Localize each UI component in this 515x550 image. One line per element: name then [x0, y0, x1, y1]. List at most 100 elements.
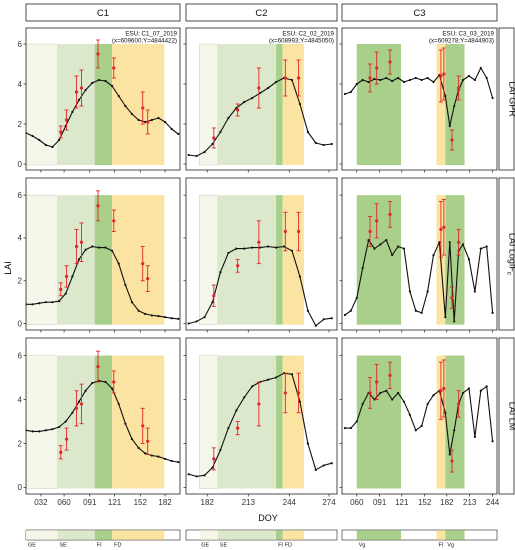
curve-point	[170, 127, 173, 131]
curve-point	[150, 118, 153, 122]
curve-point	[77, 98, 81, 102]
curve-point	[391, 253, 394, 257]
phase-band-se	[217, 195, 277, 325]
phase-band-fi	[94, 195, 113, 325]
curve-point	[64, 292, 67, 295]
x-tick-label: 091	[373, 498, 387, 507]
curve-point	[203, 150, 206, 154]
curve-point	[124, 283, 127, 287]
curve-point	[163, 316, 167, 319]
curve-point	[64, 420, 67, 423]
curve-point	[396, 76, 400, 80]
curve-point	[267, 245, 270, 248]
phase-legend-c2: GE SE FI FD	[185, 529, 338, 549]
curve-point	[343, 426, 347, 430]
phase-legend-swatch-fd	[282, 530, 304, 540]
strip-label-main: LAI LM	[508, 402, 515, 431]
observation-point	[283, 229, 287, 234]
esu-label: ESU: C2_02_2019	[282, 31, 334, 38]
phase-band-fi	[276, 195, 283, 325]
curve-point	[420, 424, 423, 427]
observation-point	[388, 212, 392, 216]
phase-band-ge	[26, 43, 58, 166]
curve-point	[298, 102, 302, 106]
panel-c2-lm: 182 213 244 274	[183, 337, 338, 507]
curve-point	[402, 400, 406, 403]
x-tick-label: 121	[395, 498, 409, 507]
curve-point	[91, 81, 94, 85]
curve-point	[71, 411, 74, 414]
curve-point	[38, 430, 41, 433]
panel-c2-gpr: ESU: C2_02_2019(x=608993;Y=4845050)	[183, 27, 338, 173]
x-tick-label: 121	[108, 498, 122, 507]
observation-point	[439, 389, 443, 393]
curve-point	[130, 112, 134, 116]
observation-point	[368, 76, 372, 80]
curve-point	[177, 461, 180, 464]
x-tick-label: 213	[242, 498, 256, 507]
curve-point	[117, 94, 120, 98]
curve-point	[448, 241, 451, 244]
curve-point	[479, 247, 482, 250]
curve-point	[243, 100, 246, 104]
phase-legend-label: FI	[278, 543, 283, 549]
x-tick-label: 244	[283, 498, 297, 507]
curve-point	[251, 246, 254, 249]
esu-label: ESU: C1_07_2019	[125, 31, 177, 38]
curve-point	[124, 422, 127, 425]
phase-band-fl	[436, 44, 446, 165]
curve-point	[38, 138, 41, 142]
panel-c3-gpr: ESU: C3_03_2019(x=609278;Y=4844903)	[339, 27, 498, 173]
phase-band-ge	[26, 194, 58, 325]
y-tick-label: 0	[18, 483, 23, 492]
strip-title-c2: C2	[255, 8, 267, 19]
y-tick-label: 6	[18, 40, 23, 49]
strip-label-gpr: LAI GPR	[508, 81, 515, 117]
phase-band-fd	[282, 195, 304, 325]
curve-point	[91, 381, 94, 385]
curve-point	[373, 398, 376, 401]
curve-point	[314, 324, 317, 327]
curve-point	[420, 78, 423, 82]
y-tick-label: 2	[18, 277, 23, 286]
y-tick-label: 0	[18, 160, 23, 169]
curve-point	[355, 420, 358, 423]
curve-point	[432, 253, 435, 257]
curve-point	[343, 313, 347, 317]
phase-legend-frame	[341, 529, 498, 541]
phase-legend-label: FI	[97, 543, 102, 549]
curve-point	[461, 391, 465, 395]
phase-band-fd	[112, 44, 165, 165]
curve-point	[414, 309, 417, 312]
strip-lsf	[498, 177, 515, 331]
y-tick-label: 6	[18, 351, 23, 360]
curve-point	[444, 411, 447, 414]
phase-band-vg	[356, 355, 402, 489]
curve-point	[349, 90, 352, 94]
observation-point	[388, 60, 392, 64]
curve-point	[361, 78, 364, 82]
curve-point	[491, 96, 494, 100]
curve-point	[117, 402, 120, 406]
curve-point	[491, 311, 494, 314]
esu-coordinates: (x=608993;Y=4845050)	[269, 38, 334, 45]
curve-point	[355, 296, 358, 299]
observation-point	[257, 240, 261, 244]
observation-point	[450, 138, 454, 142]
observation-point	[442, 225, 446, 229]
curve-point	[290, 249, 294, 252]
curve-point	[219, 271, 222, 274]
observation-point	[79, 86, 84, 90]
curve-point	[104, 380, 107, 384]
curve-point	[367, 80, 370, 84]
x-tick-label: 152	[418, 498, 432, 507]
phase-band-fi	[276, 44, 283, 165]
phase-band-ge	[198, 43, 219, 166]
phase-legend-swatch-vg	[445, 530, 465, 540]
curve-point	[187, 153, 190, 157]
curve-point	[44, 301, 47, 304]
curve-point	[396, 391, 400, 395]
curve-point	[379, 243, 382, 246]
curve-point	[274, 376, 278, 379]
phase-legend-label: GE	[201, 543, 209, 549]
